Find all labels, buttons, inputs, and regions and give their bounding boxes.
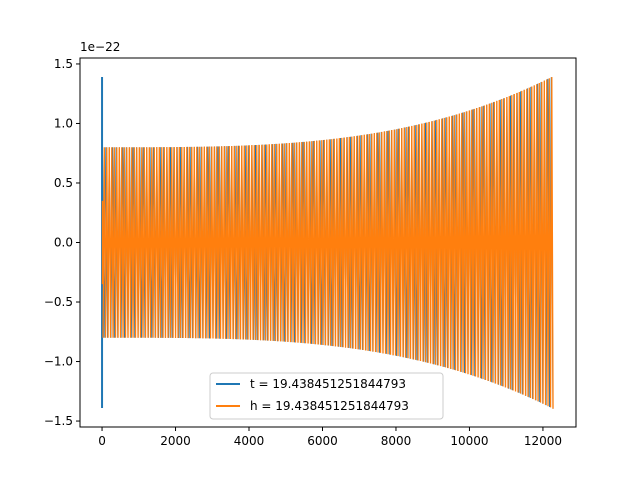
y-tick-label: −1.0 (44, 355, 73, 369)
x-axis: 0 2000 4000 6000 8000 10000 12000 (98, 427, 562, 448)
y-tick-label: 1.0 (54, 116, 73, 130)
x-tick-label: 4000 (234, 434, 265, 448)
x-tick-label: 2000 (160, 434, 191, 448)
y-axis: −1.5 −1.0 −0.5 0.0 0.5 1.0 1.5 (44, 57, 80, 428)
y-tick-label: 1.5 (54, 57, 73, 71)
series-layer (101, 76, 554, 409)
y-offset-label: 1e−22 (80, 40, 120, 54)
legend-box (209, 372, 444, 420)
y-tick-label: 0.0 (54, 236, 73, 250)
legend-label-t: t = 19.438451251844793 (250, 377, 406, 391)
x-tick-label: 12000 (524, 434, 562, 448)
x-tick-label: 10000 (450, 434, 488, 448)
y-tick-label: 0.5 (54, 176, 73, 190)
series-line-h (102, 76, 554, 409)
x-tick-label: 8000 (381, 434, 412, 448)
y-tick-label: −1.5 (44, 414, 73, 428)
legend: t = 19.438451251844793 h = 19.4384512518… (209, 372, 444, 420)
x-tick-label: 0 (98, 434, 106, 448)
y-tick-label: −0.5 (44, 295, 73, 309)
x-tick-label: 6000 (307, 434, 338, 448)
legend-label-h: h = 19.438451251844793 (250, 399, 409, 413)
